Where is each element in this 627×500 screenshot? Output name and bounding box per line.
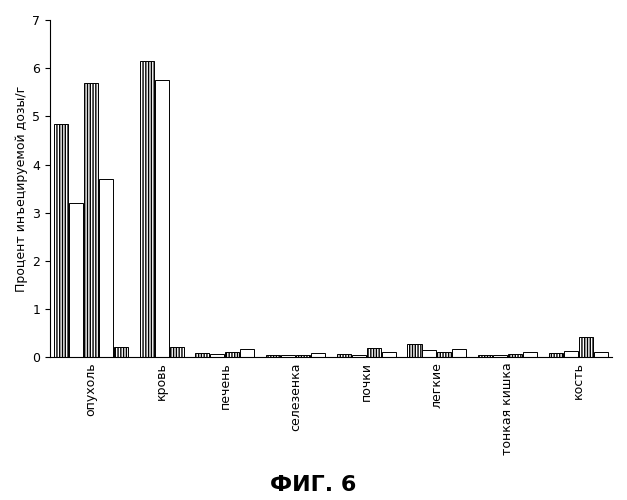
- Bar: [240, 348, 255, 358]
- Bar: [478, 355, 492, 358]
- Bar: [423, 350, 436, 358]
- Bar: [367, 348, 381, 358]
- Text: ФИГ. 6: ФИГ. 6: [270, 475, 357, 495]
- Bar: [493, 356, 507, 358]
- Bar: [114, 347, 128, 358]
- Bar: [84, 82, 98, 357]
- Bar: [438, 352, 451, 358]
- Bar: [408, 344, 421, 358]
- Bar: [296, 355, 310, 358]
- Bar: [523, 352, 537, 358]
- Bar: [382, 352, 396, 358]
- Bar: [211, 354, 224, 358]
- Bar: [99, 179, 113, 358]
- Bar: [594, 352, 608, 358]
- Bar: [453, 348, 466, 358]
- Bar: [170, 347, 184, 358]
- Y-axis label: Процент инъецируемой дозы/г: Процент инъецируемой дозы/г: [15, 86, 28, 292]
- Bar: [579, 336, 593, 357]
- Bar: [266, 355, 280, 358]
- Bar: [564, 350, 578, 358]
- Bar: [311, 352, 325, 358]
- Bar: [337, 354, 351, 358]
- Bar: [225, 352, 240, 358]
- Bar: [140, 61, 154, 358]
- Bar: [69, 203, 83, 358]
- Bar: [281, 356, 295, 358]
- Bar: [508, 354, 522, 358]
- Bar: [155, 80, 169, 357]
- Bar: [352, 356, 366, 358]
- Bar: [54, 124, 68, 358]
- Bar: [196, 352, 209, 358]
- Bar: [549, 352, 563, 358]
